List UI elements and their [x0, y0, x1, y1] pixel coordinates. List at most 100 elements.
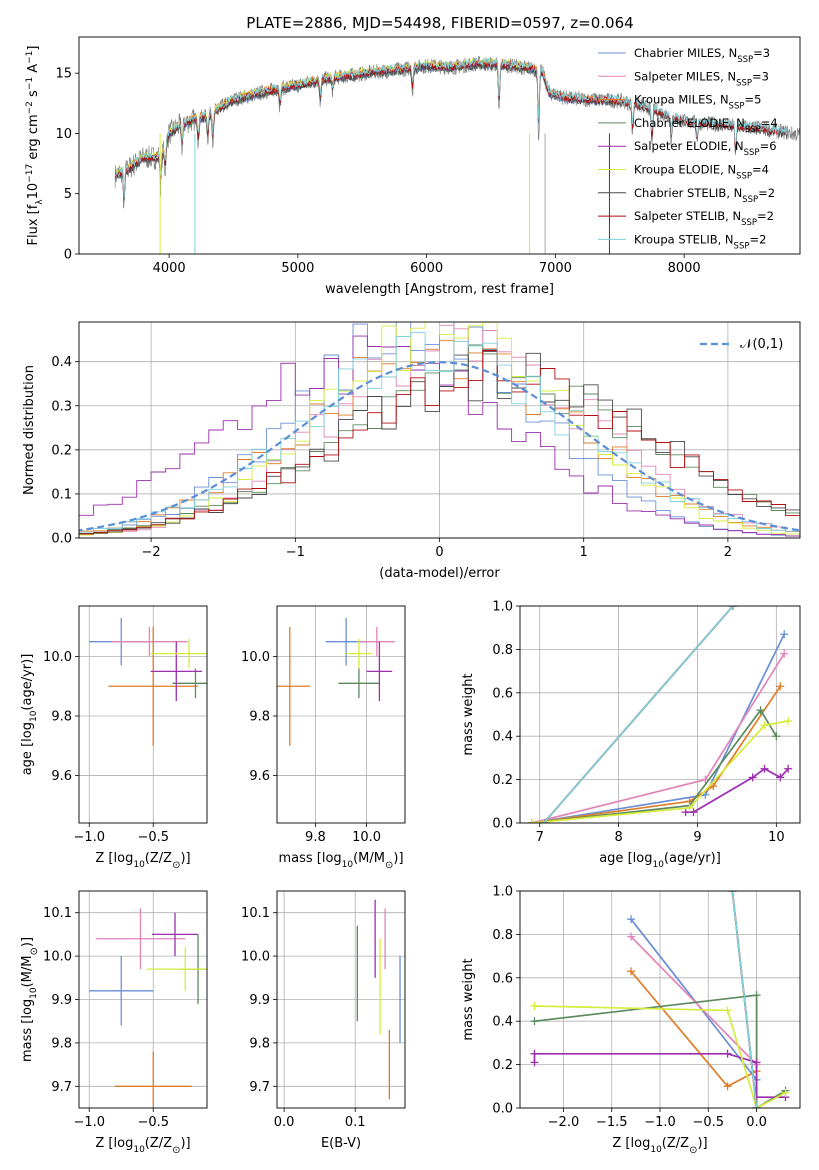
mass-vs-EBV-panel: 0.0 0.1 9.7 9.8 9.9 10.0 10.1 E(B-V)	[241, 890, 406, 1151]
weight-marker	[723, 1082, 732, 1091]
x-tick-label: 9.8	[305, 830, 326, 845]
errorbar-point	[277, 626, 311, 746]
weight-lines	[527, 606, 793, 823]
x-tick-label: 2	[724, 545, 732, 560]
x-axis-label: Z [log10(Z/Z⊙)]	[95, 851, 190, 871]
x-tick-label: −0.5	[137, 1115, 169, 1130]
x-tick-label: −2	[142, 545, 161, 560]
histogram-lines	[79, 322, 800, 537]
weight-marker	[752, 1104, 761, 1108]
weight-marker	[756, 706, 765, 715]
legend-label: Kroupa MILES, NSSP=5	[634, 93, 761, 112]
x-tick-label: 10.0	[352, 830, 381, 845]
y-tick-label: 0	[64, 248, 72, 263]
x-tick-label: −1.0	[73, 1115, 105, 1130]
weight-line	[630, 936, 758, 1108]
x-tick-label: 8000	[668, 261, 701, 276]
y-tick-label: 9.9	[249, 993, 270, 1008]
x-axis-label: wavelength [Angstrom, rest frame]	[325, 282, 554, 297]
errorbar-point	[111, 626, 188, 657]
y-tick-label: 9.6	[249, 769, 270, 784]
y-tick-label: 0.8	[492, 928, 513, 943]
y-tick-label: 10.1	[241, 906, 270, 921]
x-axis-label: age [log10(age/yr)]	[599, 851, 721, 870]
axes-frame	[519, 605, 801, 824]
x-tick-label: −1.5	[596, 1115, 628, 1130]
weight-vs-Z-panel: −2.0 −1.5 −1.0 −0.5 0.0 0.0 0.2 0.4 0.6 0.8 1.0 Z […	[461, 885, 801, 1156]
x-axis-label: mass [log10(M/M⊙)]	[278, 851, 403, 871]
errorbar-point	[358, 626, 395, 657]
weight-marker	[780, 649, 789, 658]
legend-label: Salpeter ELODIE, NSSP=6	[634, 139, 777, 158]
y-tick-label: 0.2	[492, 1058, 513, 1073]
spectrum-panel: 4000 5000 6000 7000 8000 0 5 10 15 wavelength [An…	[25, 36, 801, 297]
y-tick-label: 10	[55, 127, 72, 142]
histogram-line	[79, 335, 800, 537]
grid	[79, 606, 207, 823]
weight-marker	[781, 1088, 790, 1097]
weight-marker	[728, 891, 737, 895]
weight-marker	[627, 915, 636, 924]
x-tick-label: 0.0	[274, 1115, 295, 1130]
weight-marker	[627, 932, 636, 941]
x-tick-label: 7000	[539, 261, 572, 276]
errorbar-point	[150, 641, 202, 702]
spectrum-model-line	[114, 61, 530, 202]
x-axis-label: Z [log10(Z/Z⊙)]	[95, 1136, 190, 1156]
y-axis-label: mass [log10(M/M⊙)]	[20, 937, 40, 1062]
y-tick-label: 0.1	[51, 487, 72, 502]
x-tick-label: −2.0	[548, 1115, 580, 1130]
weight-marker	[776, 773, 785, 782]
y-tick-label: 0.4	[51, 355, 72, 370]
weight-marker	[709, 782, 718, 791]
gaussian-curve	[79, 360, 800, 532]
y-tick-label: 0.0	[51, 532, 72, 547]
errorbars	[89, 908, 207, 1108]
errorbars	[277, 617, 395, 746]
weight-lines	[530, 891, 790, 1108]
spectrum-model-line	[114, 58, 788, 196]
errorbar-point	[89, 956, 154, 1026]
weight-line	[630, 970, 758, 1108]
errorbar-point	[338, 668, 380, 699]
spectrum-lines	[114, 56, 800, 254]
weight-marker	[776, 682, 785, 691]
x-tick-label: −0.5	[137, 830, 169, 845]
errorbar-point	[172, 668, 207, 699]
y-tick-label: 0.4	[492, 1015, 513, 1030]
weight-marker	[752, 991, 761, 1000]
weight-marker	[760, 721, 769, 730]
x-axis-label: (data-model)/error	[379, 566, 500, 581]
weight-marker	[530, 1058, 539, 1067]
weight-line	[630, 918, 758, 1108]
y-tick-label: 9.7	[51, 1080, 72, 1095]
y-tick-label: 9.6	[51, 769, 72, 784]
weight-vs-age-panel: 7 8 9 10 0.0 0.2 0.4 0.6 0.8 1.0 age [log10(age/yr…	[461, 600, 801, 870]
errorbar-point	[151, 912, 199, 957]
y-axis-label: age [log10(age/yr)]	[20, 654, 39, 776]
axes-frame	[276, 605, 406, 824]
x-tick-label: 0	[435, 545, 443, 560]
y-axis-label: Flux [fλ10−17 erg cm−2 s−1 A−1]	[25, 46, 45, 246]
y-tick-label: 9.8	[51, 1036, 72, 1051]
errorbar-point	[346, 638, 372, 669]
weight-marker	[681, 808, 690, 817]
residuals-panel: −2 −1 0 1 2 0.0 0.1 0.2 0.3 0.4 (data-model)/error…	[22, 321, 801, 581]
age-vs-Z-panel: −1.0 −0.5 9.6 9.8 10.0 Z [log10(Z/Z⊙)] age [lo…	[20, 605, 208, 871]
weight-marker	[772, 732, 781, 741]
y-tick-label: 0.6	[492, 686, 513, 701]
weight-marker	[723, 1049, 732, 1058]
mass-vs-Z-panel: −1.0 −0.5 9.7 9.8 9.9 10.0 10.1 Z [log10(Z/Z⊙)]…	[20, 890, 208, 1156]
y-tick-label: 0.4	[492, 730, 513, 745]
legend-label: Salpeter MILES, NSSP=3	[634, 69, 769, 88]
weight-marker	[760, 764, 769, 773]
weight-marker	[748, 773, 757, 782]
weight-marker	[530, 1017, 539, 1026]
y-tick-label: 9.7	[249, 1080, 270, 1095]
y-tick-label: 15	[55, 67, 72, 82]
y-tick-label: 10.0	[241, 650, 270, 665]
y-tick-label: 9.8	[51, 709, 72, 724]
y-tick-label: 0.6	[492, 971, 513, 986]
x-tick-label: 5000	[281, 261, 314, 276]
